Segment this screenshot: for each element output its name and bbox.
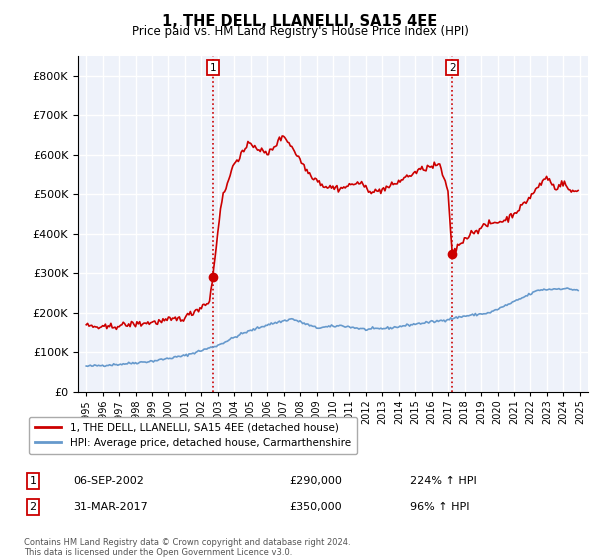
Legend: 1, THE DELL, LLANELLI, SA15 4EE (detached house), HPI: Average price, detached h: 1, THE DELL, LLANELLI, SA15 4EE (detache… xyxy=(29,417,357,454)
Text: 224% ↑ HPI: 224% ↑ HPI xyxy=(410,476,477,486)
Text: £350,000: £350,000 xyxy=(289,502,341,512)
Text: 96% ↑ HPI: 96% ↑ HPI xyxy=(410,502,470,512)
Text: 1: 1 xyxy=(29,476,37,486)
Text: 2: 2 xyxy=(29,502,37,512)
Text: £290,000: £290,000 xyxy=(289,476,342,486)
Text: 31-MAR-2017: 31-MAR-2017 xyxy=(74,502,148,512)
Text: 1: 1 xyxy=(209,63,216,73)
Text: Contains HM Land Registry data © Crown copyright and database right 2024.
This d: Contains HM Land Registry data © Crown c… xyxy=(24,538,350,557)
Text: 06-SEP-2002: 06-SEP-2002 xyxy=(74,476,145,486)
Text: 2: 2 xyxy=(449,63,455,73)
Text: Price paid vs. HM Land Registry's House Price Index (HPI): Price paid vs. HM Land Registry's House … xyxy=(131,25,469,38)
Text: 1, THE DELL, LLANELLI, SA15 4EE: 1, THE DELL, LLANELLI, SA15 4EE xyxy=(163,14,437,29)
